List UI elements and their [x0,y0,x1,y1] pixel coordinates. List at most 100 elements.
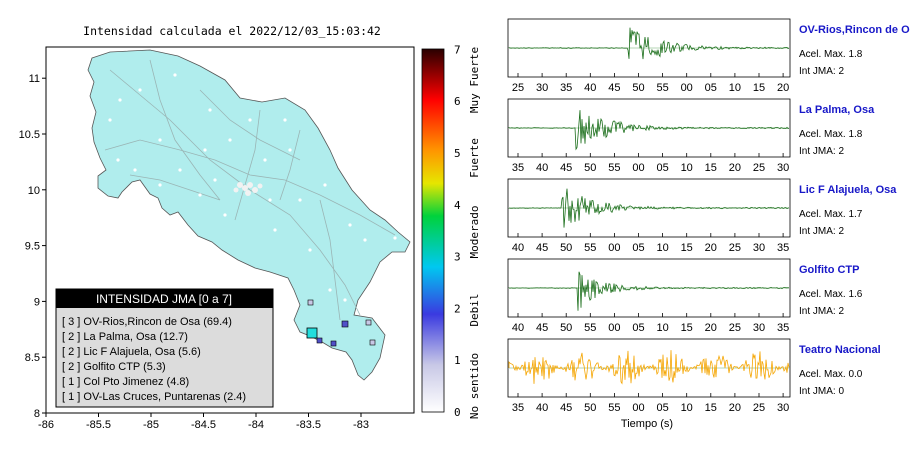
time-tick-label: 20 [729,402,741,414]
time-tick-label: 05 [656,162,668,174]
time-tick-label: 30 [777,162,789,174]
seismogram-trace [508,350,790,385]
time-tick-label: 50 [584,402,596,414]
station-marker-las-cruces [307,299,314,306]
time-tick-label: 15 [705,402,717,414]
legend-item: [ 2 ] La Palma, Osa (12.7) [62,331,188,343]
time-tick-label: 20 [705,242,717,254]
lat-tick-label: 11 [29,73,40,85]
time-tick-label: 45 [536,322,548,334]
time-tick-label: 25 [753,162,765,174]
scale-tick-label: 1 [454,354,461,367]
time-tick-label: 45 [560,402,572,414]
time-tick-label: 45 [560,162,572,174]
costa-rica-landmass [87,49,411,381]
time-tick-label: 10 [656,322,668,334]
time-tick-label: 20 [729,162,741,174]
lat-tick-label: 10.5 [19,129,40,141]
station-max-accel: Acel. Max. 1.6 [799,289,863,300]
time-tick-label: 25 [729,242,741,254]
seismogram-panel: 40 45 50 55 00 05 10 15 20 25 30 35 Golfito CTP Acel.… [507,258,863,334]
time-tick-label: 30 [753,322,765,334]
time-tick-label: 10 [729,82,741,94]
lon-tick-label: -84 [248,419,264,431]
station-name: Teatro Nacional [799,344,881,356]
station-marker-lic-f [330,340,337,347]
time-tick-label: 50 [560,322,572,334]
station-name: La Palma, Osa [799,104,875,116]
scale-tick-label: 3 [454,251,461,264]
station-marker-pto-jimenez [369,339,376,346]
intensity-legend: INTENSIDAD JMA [0 a 7] [ 3 ] OV-Rios,Rin… [55,288,274,408]
time-tick-label: 50 [584,162,596,174]
scale-category-label: Muy Fuerte [468,47,481,113]
station-name: Lic F Alajuela, Osa [799,184,897,196]
time-tick-label: 10 [681,162,693,174]
time-tick-label: 35 [777,322,789,334]
time-tick-label: 35 [777,242,789,254]
lon-axis: -86 -85.5 -85 -84.5 -84 -83.5 -83 [38,413,369,431]
time-tick-label: 00 [632,402,644,414]
x-axis-label: Tiempo (s) [621,418,673,430]
legend-item: [ 1 ] OV-Las Cruces, Puntarenas (2.4) [62,391,246,403]
lon-tick-label: -83.5 [296,419,321,431]
time-tick-label: 45 [608,82,620,94]
road-network [104,59,396,321]
seismogram-trace [508,27,790,60]
time-tick-label: 50 [632,82,644,94]
time-tick-label: 00 [608,322,620,334]
scale-category-label: Debil [468,293,481,326]
legend-item: [ 3 ] OV-Rios,Rincon de Osa (69.4) [62,316,232,328]
time-tick-label: 55 [608,402,620,414]
intensity-colorbar: 0 1 2 3 4 5 6 7 No sentido Debil Moderado Fuerte Mu… [421,43,481,419]
time-tick-label: 35 [512,162,524,174]
scale-tick-label: 6 [454,95,461,108]
time-tick-label: 55 [656,82,668,94]
seismogram-panels: 25 30 35 40 45 50 55 00 05 10 15 20 OV-Rios,Rincon d… [507,18,910,414]
lon-tick-label: -86 [38,419,54,431]
station-intensity: Int JMA: 2 [799,226,844,237]
time-tick-label: 50 [560,242,572,254]
time-tick-label: 00 [608,242,620,254]
lon-tick-label: -85.5 [86,419,111,431]
time-tick-label: 10 [656,242,668,254]
seismogram-panel: 35 40 45 50 55 00 05 10 15 20 25 30 La Palma, Osa Ace… [507,98,875,174]
time-tick-label: 30 [753,242,765,254]
lat-tick-label: 10 [28,185,40,197]
seismogram-trace [508,271,790,311]
time-tick-label: 40 [536,162,548,174]
time-tick-label: 40 [536,402,548,414]
seismogram-trace [508,110,790,151]
station-max-accel: Acel. Max. 1.8 [799,129,863,140]
station-intensity: Int JMA: 2 [799,146,844,157]
time-tick-label: 25 [729,322,741,334]
lat-axis: 8 8.5 9 9.5 10 10.5 11 [19,73,46,420]
station-name: Golfito CTP [799,264,860,276]
scale-category-label: Fuerte [468,138,481,178]
station-max-accel: Acel. Max. 1.8 [799,49,863,60]
epicenter-marker [306,327,318,339]
colorbar-gradient [421,48,445,413]
town-markers [108,73,397,407]
station-intensity: Int JMA: 2 [799,306,844,317]
seismogram-panel: 35 40 45 50 55 00 05 10 15 20 25 30 Teatro Nacional A… [507,338,881,414]
city-cluster [233,182,263,196]
time-tick-label: 55 [584,242,596,254]
station-marker-la-palma [316,337,323,344]
time-tick-label: 20 [705,322,717,334]
scale-category-label: No sentido [468,353,481,419]
time-tick-label: 35 [560,82,572,94]
time-tick-label: 40 [584,82,596,94]
station-max-accel: Acel. Max. 0.0 [799,369,863,380]
time-tick-label: 55 [584,322,596,334]
scale-category-label: Moderado [468,206,481,259]
lat-tick-label: 9 [34,296,40,308]
time-tick-label: 15 [705,162,717,174]
lat-tick-label: 9.5 [25,241,40,253]
map-title: Intensidad calculada el 2022/12/03_15:03… [83,24,381,38]
time-tick-label: 55 [608,162,620,174]
station-marker-golfito [365,319,372,326]
scale-tick-label: 2 [454,302,461,315]
scale-tick-label: 5 [454,147,461,160]
